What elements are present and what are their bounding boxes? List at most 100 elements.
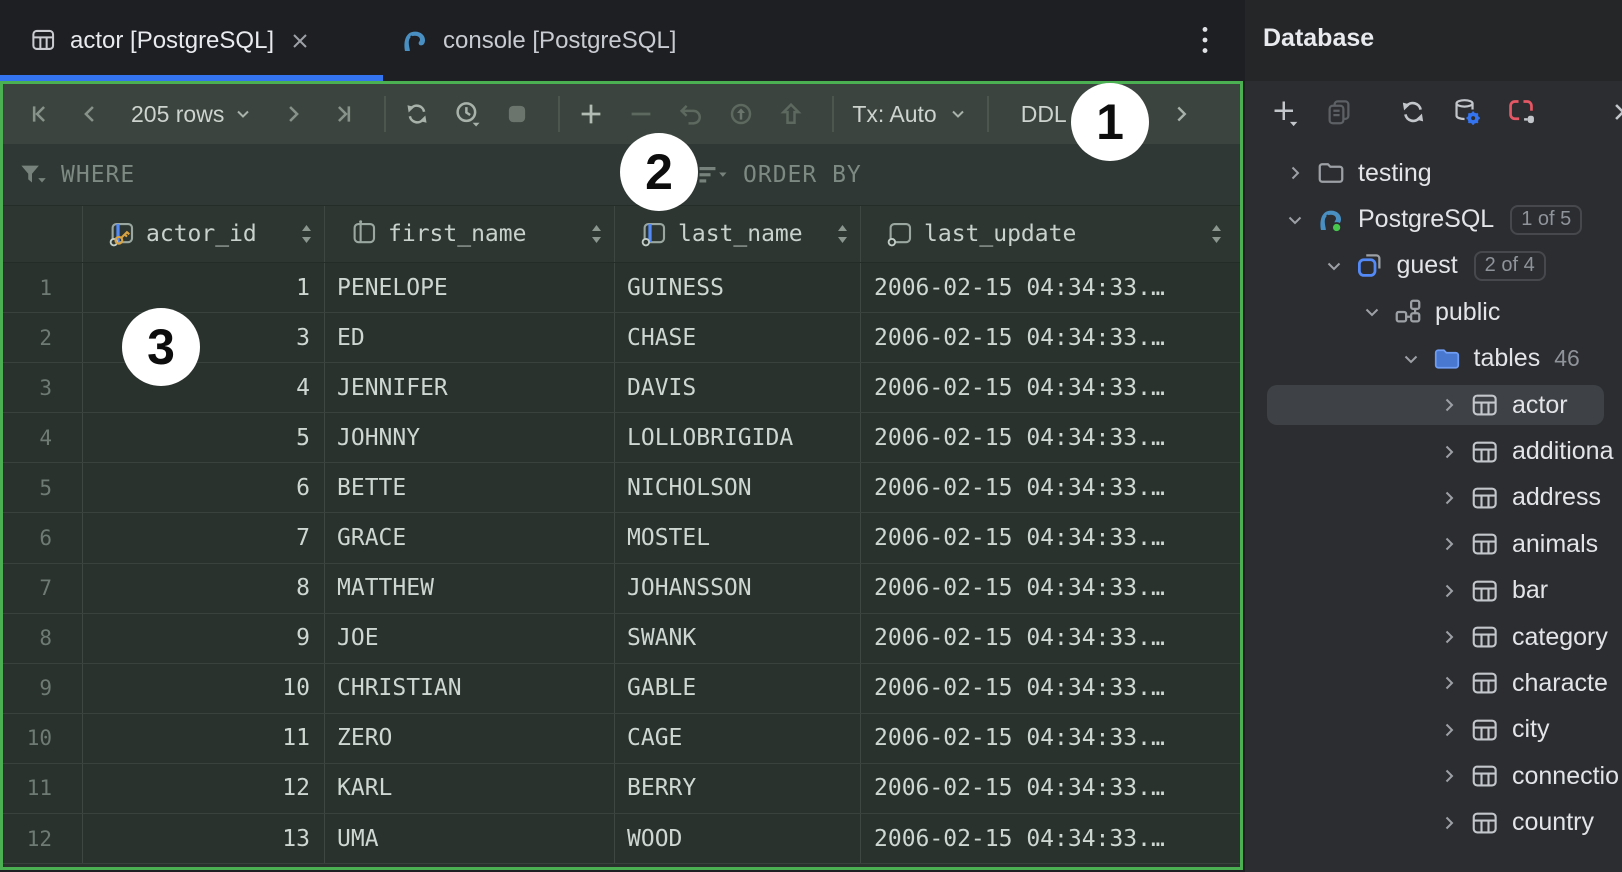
datasource-settings-icon[interactable] [1451,96,1483,128]
table-row[interactable]: 9 10 CHRISTIAN GABLE 2006-02-15 04:34:33.… [3,663,1240,714]
reload-icon[interactable] [402,99,432,129]
table-row[interactable]: 11 12 KARL BERRY 2006-02-15 04:34:33.… [3,763,1240,815]
chevron-down-icon[interactable] [1398,346,1424,372]
chevron-right-icon[interactable] [1436,578,1462,604]
cell-actor-id[interactable]: 11 [83,713,325,763]
tree-item-public[interactable]: public [1245,289,1622,335]
sort-arrows-icon[interactable] [589,223,604,245]
cell-actor-id[interactable]: 9 [83,613,325,663]
tree-item-additiona[interactable]: additiona [1245,428,1622,474]
cell-actor-id[interactable]: 5 [83,413,325,463]
tab-console[interactable]: console [PostgreSQL] [392,0,676,81]
cell-actor-id[interactable]: 3 [83,313,325,363]
order-by-field[interactable]: ORDER BY [697,144,862,206]
where-filter-field[interactable]: WHERE [17,144,135,206]
schedule-icon[interactable] [452,99,482,129]
sort-arrows-icon[interactable] [835,223,850,245]
cell-first-name[interactable]: MATTHEW [325,563,615,613]
kebab-menu-icon[interactable] [1192,22,1218,58]
tree-item-city[interactable]: city [1245,707,1622,753]
cell-last-name[interactable]: MOSTEL [615,513,861,563]
cell-first-name[interactable]: KARL [325,763,615,814]
last-page-icon[interactable] [328,99,358,129]
cell-last-name[interactable]: LOLLOBRIGIDA [615,413,861,463]
chevron-right-icon[interactable] [1436,531,1462,557]
table-row[interactable]: 2 3 ED CHASE 2006-02-15 04:34:33.… [3,313,1240,364]
cell-last-update[interactable]: 2006-02-15 04:34:33.… [874,675,1165,702]
sort-arrows-icon[interactable] [299,223,314,245]
table-row[interactable]: 4 5 JOHNNY LOLLOBRIGIDA 2006-02-15 04:34:33.… [3,413,1240,464]
tree-item-address[interactable]: address [1245,475,1622,521]
cell-actor-id[interactable]: 4 [83,363,325,413]
cell-actor-id[interactable]: 6 [83,463,325,513]
cell-first-name[interactable]: JOE [325,613,615,663]
cell-last-update[interactable]: 2006-02-15 04:34:33.… [874,725,1165,752]
cell-last-update[interactable]: 2006-02-15 04:34:33.… [874,775,1165,802]
cell-actor-id[interactable]: 13 [83,814,325,864]
cell-actor-id[interactable]: 8 [83,563,325,613]
cell-first-name[interactable]: JOHNNY [325,413,615,463]
next-page-icon[interactable] [278,99,308,129]
duplicate-icon[interactable] [1323,96,1355,128]
cell-first-name[interactable]: BETTE [325,463,615,513]
tree-item-category[interactable]: category [1245,614,1622,660]
tree-item-actor[interactable]: actor [1245,382,1622,428]
close-icon[interactable] [290,31,310,51]
cell-last-update[interactable]: 2006-02-15 04:34:33.… [874,625,1165,652]
cell-first-name[interactable]: PENELOPE [325,263,615,313]
table-row[interactable]: 6 7 GRACE MOSTEL 2006-02-15 04:34:33.… [3,513,1240,564]
cell-actor-id[interactable]: 7 [83,513,325,563]
cell-last-update[interactable]: 2006-02-15 04:34:33.… [874,525,1165,552]
table-row[interactable]: 12 13 UMA WOOD 2006-02-15 04:34:33.… [3,814,1240,865]
first-page-icon[interactable] [25,99,55,129]
table-row[interactable]: 10 11 ZERO CAGE 2006-02-15 04:34:33.… [3,713,1240,764]
panel-more-icon[interactable] [1603,96,1622,128]
chevron-right-icon[interactable] [1436,670,1462,696]
table-row[interactable]: 8 9 JOE SWANK 2006-02-15 04:34:33.… [3,613,1240,664]
cell-first-name[interactable]: ED [325,313,615,363]
commit-icon[interactable] [726,99,756,129]
column-header-last-name[interactable]: last_name [615,206,861,262]
cell-last-name[interactable]: BERRY [615,763,861,814]
tree-item-characte[interactable]: characte [1245,660,1622,706]
ddl-button[interactable]: DDL [1020,100,1067,127]
cell-last-name[interactable]: SWANK [615,613,861,663]
cell-last-update[interactable]: 2006-02-15 04:34:33.… [874,274,1165,301]
previous-page-icon[interactable] [75,99,105,129]
cell-first-name[interactable]: ZERO [325,713,615,763]
chevron-right-icon[interactable] [1436,717,1462,743]
cell-last-name[interactable]: JOHANSSON [615,563,861,613]
column-header-first-name[interactable]: first_name [325,206,615,262]
tree-item-connectio[interactable]: connectio [1245,753,1622,799]
cell-last-name[interactable]: NICHOLSON [615,463,861,513]
cell-actor-id[interactable]: 1 [83,263,325,313]
table-row[interactable]: 7 8 MATTHEW JOHANSSON 2006-02-15 04:34:33.… [3,563,1240,614]
add-row-icon[interactable] [576,99,606,129]
cell-last-name[interactable]: DAVIS [615,363,861,413]
chevron-right-icon[interactable] [1436,624,1462,650]
cell-first-name[interactable]: CHRISTIAN [325,663,615,713]
stop-icon[interactable] [502,99,532,129]
tree-item-country[interactable]: country [1245,799,1622,845]
tree-item-guest[interactable]: guest 2 of 4 [1245,243,1622,289]
toolbar-more-icon[interactable] [1166,99,1196,129]
cell-last-name[interactable]: CAGE [615,713,861,763]
cell-last-name[interactable]: CHASE [615,313,861,363]
tree-item-tables[interactable]: tables 46 [1245,336,1622,382]
chevron-down-icon[interactable] [1359,299,1385,325]
cell-last-update[interactable]: 2006-02-15 04:34:33.… [874,424,1165,451]
cell-last-name[interactable]: WOOD [615,814,861,864]
tx-mode-dropdown[interactable]: Tx: Auto [852,101,966,128]
tree-item-testing[interactable]: testing [1245,150,1622,196]
sort-arrows-icon[interactable] [1209,223,1224,245]
chevron-right-icon[interactable] [1282,160,1308,186]
chevron-right-icon[interactable] [1436,392,1462,418]
chevron-right-icon[interactable] [1436,485,1462,511]
undo-icon[interactable] [676,99,706,129]
table-row[interactable]: 1 1 PENELOPE GUINESS 2006-02-15 04:34:33.… [3,263,1240,314]
cell-first-name[interactable]: JENNIFER [325,363,615,413]
disconnect-icon[interactable] [1505,96,1537,128]
chevron-down-icon[interactable] [1282,207,1308,233]
tree-item-animals[interactable]: animals [1245,521,1622,567]
chevron-right-icon[interactable] [1436,810,1462,836]
